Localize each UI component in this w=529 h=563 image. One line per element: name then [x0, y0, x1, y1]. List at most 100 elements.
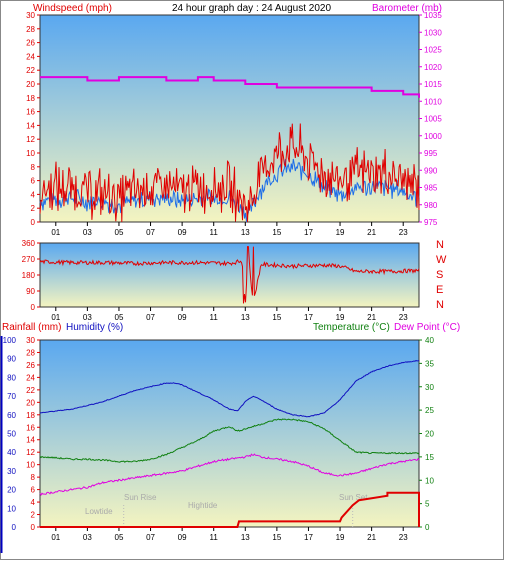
x-tick-label: 07: [146, 533, 155, 542]
baro-tick-label: 975: [424, 218, 438, 227]
rain-tick-label: 22: [26, 386, 35, 395]
wind-tick-label: 20: [26, 80, 35, 89]
direction-tick-label: 0: [31, 303, 36, 312]
wind-tick-label: 8: [31, 163, 36, 172]
rain-tick-label: 16: [26, 423, 35, 432]
rain-tick-label: 12: [26, 448, 35, 457]
x-tick-label: 23: [399, 228, 408, 237]
direction-letter: N: [436, 299, 444, 311]
direction-letter: W: [436, 254, 447, 266]
x-tick-label: 09: [178, 313, 187, 322]
rain-tick-label: 20: [26, 398, 35, 407]
rainfall-label: Rainfall (mm): [2, 322, 61, 333]
x-tick-label: 05: [115, 228, 124, 237]
x-tick-label: 09: [178, 533, 187, 542]
wind-tick-label: 10: [26, 149, 35, 158]
direction-tick-label: 360: [22, 239, 36, 248]
x-tick-label: 19: [336, 533, 345, 542]
hightide-label: Hightide: [188, 501, 218, 510]
barometer-label: Barometer (mb): [372, 3, 442, 14]
wind-tick-label: 22: [26, 66, 35, 75]
barometer-line: [40, 76, 420, 98]
wind-tick-label: 18: [26, 94, 35, 103]
sunrise-label: Sun Rise: [124, 493, 157, 502]
dewpoint-line: [39, 453, 420, 496]
wind-tick-label: 16: [26, 108, 35, 117]
x-tick-label: 05: [115, 313, 124, 322]
baro-tick-label: 1025: [424, 46, 442, 55]
wind-tick-label: 24: [26, 52, 35, 61]
x-tick-label: 03: [83, 228, 92, 237]
direction-tick-label: 270: [22, 255, 36, 264]
x-tick-label: 15: [272, 313, 281, 322]
temperature-label: Temperature (°C): [313, 322, 390, 333]
baro-tick-label: 1015: [424, 80, 442, 89]
x-tick-label: 09: [178, 228, 187, 237]
humidity-tick-label: 90: [7, 355, 16, 364]
temp-tick-label: 10: [425, 476, 434, 485]
temp-panel: [39, 339, 420, 528]
wind-tick-label: 28: [26, 25, 35, 34]
humidity-tick-label: 10: [7, 504, 16, 513]
temp-tick-label: 15: [425, 453, 434, 462]
x-tick-label: 23: [399, 313, 408, 322]
sunset-label: Sun Set: [339, 493, 368, 502]
x-tick-label: 13: [241, 313, 250, 322]
x-tick-label: 03: [83, 313, 92, 322]
baro-tick-label: 1010: [424, 97, 442, 106]
direction-letter: E: [436, 284, 443, 296]
baro-tick-label: 985: [424, 184, 438, 193]
direction-panel: [39, 242, 420, 308]
rain-tick-label: 26: [26, 361, 35, 370]
rain-tick-label: 0: [31, 523, 36, 532]
humidity-tick-label: 60: [7, 411, 16, 420]
rain-tick-label: 18: [26, 411, 35, 420]
chart-layer: 01 03 05 07 09 11 13 15 17 19 21 23 01 03 05 07 09 11 13 15…: [3, 11, 443, 542]
humidity-tick-label: 40: [7, 448, 16, 457]
lowtide-label: Lowtide: [85, 507, 113, 516]
humidity-tick-label: 0: [12, 523, 17, 532]
rain-tick-label: 6: [31, 486, 36, 495]
rain-tick-label: 8: [31, 473, 36, 482]
x-tick-label: 13: [241, 533, 250, 542]
humidity-tick-label: 70: [7, 392, 16, 401]
wind-tick-label: 4: [31, 190, 36, 199]
temp-tick-label: 40: [425, 336, 434, 345]
wind-tick-label: 2: [31, 204, 36, 213]
x-tick-label: 11: [210, 533, 219, 542]
x-tick-label: 19: [336, 313, 345, 322]
wind-tick-label: 12: [26, 135, 35, 144]
baro-tick-label: 1000: [424, 132, 442, 141]
baro-tick-label: 980: [424, 201, 438, 210]
humidity-tick-label: 100: [3, 336, 17, 345]
direction-letter: S: [436, 269, 443, 281]
x-tick-label: 11: [210, 313, 219, 322]
windspeed-line: [39, 123, 420, 223]
x-tick-label: 01: [51, 313, 60, 322]
baro-tick-label: 995: [424, 149, 438, 158]
wind-tick-label: 14: [26, 121, 35, 130]
x-tick-label: 15: [272, 228, 281, 237]
wind-tick-label: 30: [26, 11, 35, 20]
humidity-line: [39, 359, 420, 418]
baro-tick-label: 1020: [424, 63, 442, 72]
wind-tick-label: 6: [31, 177, 36, 186]
x-tick-label: 21: [367, 313, 376, 322]
humidity-label: Humidity (%): [66, 322, 123, 333]
humidity-tick-label: 30: [7, 467, 16, 476]
rain-tick-label: 14: [26, 436, 35, 445]
temp-tick-label: 20: [425, 430, 434, 439]
rainfall-line: [40, 491, 420, 528]
baro-tick-label: 1005: [424, 115, 442, 124]
baro-tick-label: 1030: [424, 28, 442, 37]
x-tick-label: 01: [51, 533, 60, 542]
humidity-tick-label: 20: [7, 486, 16, 495]
x-tick-label: 07: [146, 313, 155, 322]
x-tick-label: 23: [399, 533, 408, 542]
wind-tick-label: 26: [26, 39, 35, 48]
x-tick-label: 17: [304, 228, 313, 237]
x-tick-label: 19: [336, 228, 345, 237]
x-tick-label: 17: [304, 533, 313, 542]
